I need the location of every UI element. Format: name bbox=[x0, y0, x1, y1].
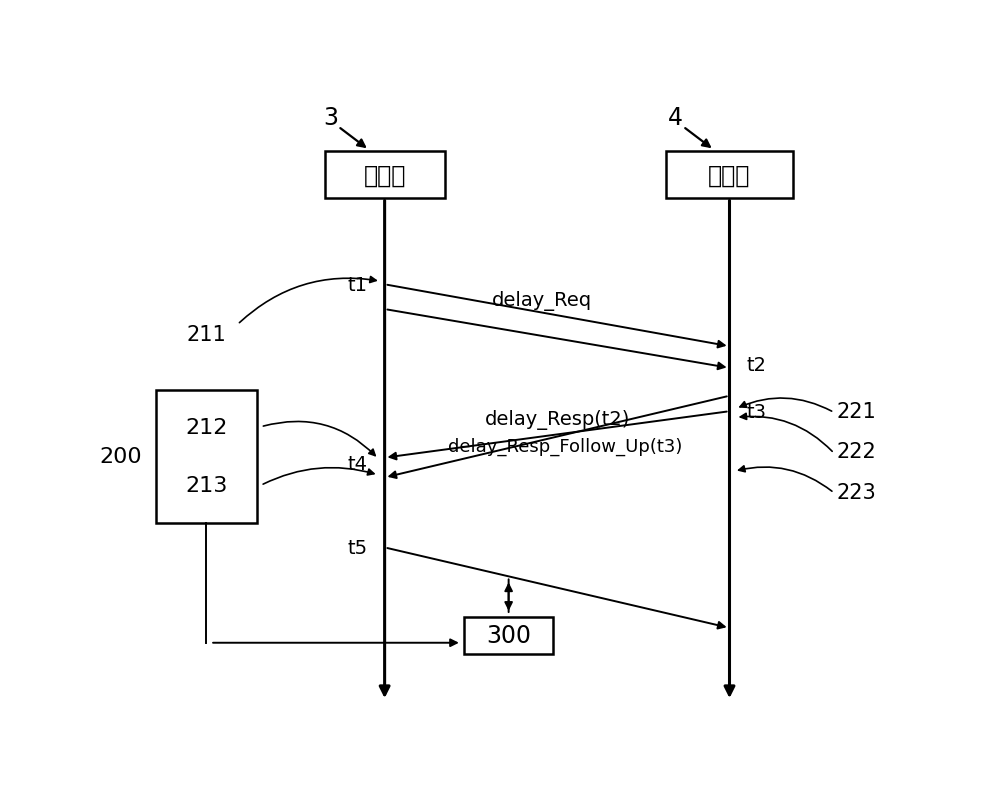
FancyBboxPatch shape bbox=[464, 617, 553, 654]
Text: 213: 213 bbox=[185, 476, 228, 495]
FancyBboxPatch shape bbox=[325, 152, 445, 198]
Text: 300: 300 bbox=[486, 624, 531, 647]
Text: 223: 223 bbox=[836, 482, 876, 502]
Text: 212: 212 bbox=[185, 418, 228, 438]
Text: 222: 222 bbox=[836, 442, 876, 462]
FancyArrowPatch shape bbox=[739, 467, 832, 491]
Text: 发起方: 发起方 bbox=[363, 163, 406, 187]
Text: 211: 211 bbox=[186, 324, 226, 344]
Text: 221: 221 bbox=[836, 402, 876, 422]
Text: t2: t2 bbox=[747, 356, 767, 375]
FancyArrowPatch shape bbox=[263, 468, 374, 484]
Text: 200: 200 bbox=[99, 446, 142, 467]
Text: delay_Resp(t2): delay_Resp(t2) bbox=[484, 410, 630, 430]
Text: delay_Req: delay_Req bbox=[492, 291, 592, 311]
Text: t3: t3 bbox=[747, 402, 767, 422]
Text: t1: t1 bbox=[348, 275, 368, 295]
Text: 3: 3 bbox=[323, 106, 338, 130]
Text: 响应方: 响应方 bbox=[708, 163, 751, 187]
Text: delay_Resp_Follow_Up(t3): delay_Resp_Follow_Up(t3) bbox=[448, 437, 682, 455]
Text: 4: 4 bbox=[668, 106, 683, 130]
Text: t4: t4 bbox=[348, 454, 368, 474]
FancyArrowPatch shape bbox=[239, 277, 376, 324]
FancyBboxPatch shape bbox=[666, 152, 793, 198]
FancyArrowPatch shape bbox=[740, 414, 832, 452]
FancyBboxPatch shape bbox=[156, 390, 257, 523]
FancyArrowPatch shape bbox=[740, 398, 832, 412]
FancyArrowPatch shape bbox=[263, 422, 375, 456]
Text: t5: t5 bbox=[347, 538, 368, 557]
